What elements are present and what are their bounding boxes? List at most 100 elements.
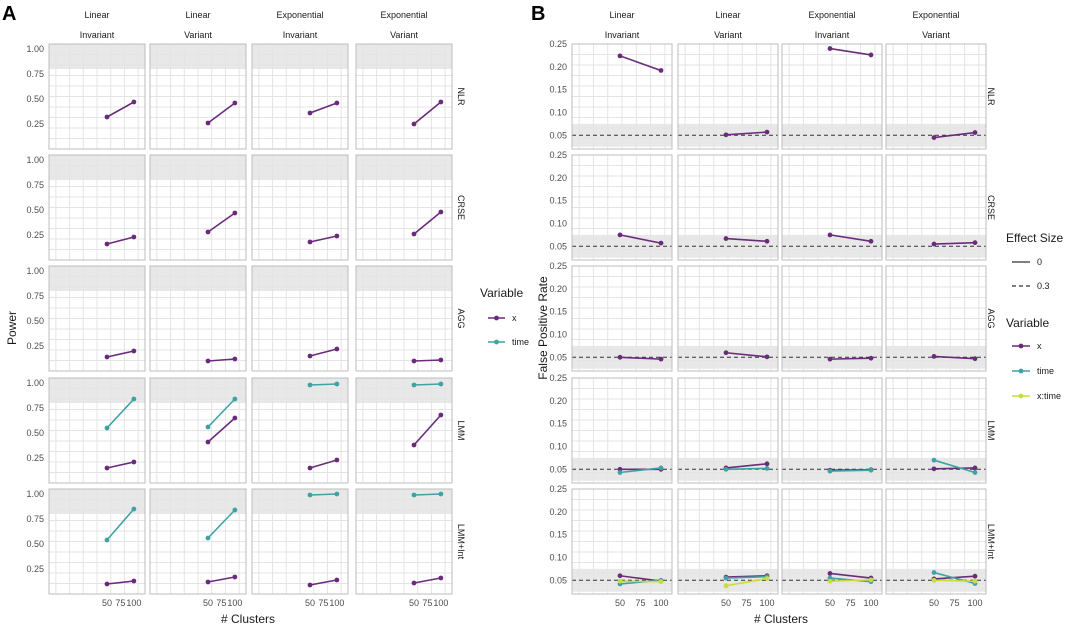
chart-a-series-line-time — [309, 493, 337, 496]
legend-a-title: Variable — [480, 286, 523, 300]
chart-a-point-x — [131, 99, 137, 105]
chart-a-point-x — [205, 358, 211, 364]
chart-b-panel-border — [885, 377, 987, 484]
chart-a-point-x — [334, 577, 340, 583]
chart-a-panel-border — [149, 43, 247, 150]
chart-b-panel — [571, 154, 673, 261]
chart-a-power: A Linear Invariant Linear Variant Exponential… — [2, 3, 466, 626]
chart-a-point-x — [205, 229, 211, 235]
chart-b-point-x — [972, 465, 978, 471]
chart-b-point-time — [972, 470, 978, 475]
chart-a-y-tick: 0.75 — [26, 69, 44, 79]
chart-a-y-tick: 0.25 — [26, 119, 44, 129]
chart-b-panel-border — [571, 377, 673, 484]
chart-b-y-tick: 0.10 — [549, 441, 567, 451]
chart-a-point-time — [438, 381, 444, 387]
chart-b-x-tick: 50 — [929, 598, 939, 608]
chart-a-panel-border — [355, 265, 453, 372]
chart-b-series-line-x — [933, 131, 976, 139]
chart-a-point-x — [411, 442, 417, 448]
chart-b-point-x — [617, 573, 623, 579]
chart-b-point-x — [827, 356, 833, 362]
chart-b-series-line-x — [829, 234, 872, 243]
chart-b-point-x — [827, 232, 833, 238]
chart-b-x-tick: 100 — [967, 598, 982, 608]
chart-b-point-x — [972, 356, 978, 362]
chart-b-point-x — [764, 129, 770, 135]
legend-b-variable-key-point — [1018, 368, 1024, 374]
chart-b-point-x-time — [931, 577, 937, 583]
chart-b-point-x — [972, 130, 978, 135]
chart-a-strip-top: Linear — [185, 10, 210, 20]
chart-a-panel — [355, 488, 453, 595]
chart-a-panel-border — [355, 43, 453, 150]
chart-b-y-tick: 0.10 — [549, 552, 567, 562]
chart-a-series-line-x — [413, 211, 442, 235]
chart-b-point-x-time — [617, 578, 623, 584]
chart-a-panel-border — [355, 488, 453, 595]
chart-a-point-x — [104, 465, 110, 471]
chart-b-series-line-time — [829, 469, 872, 472]
chart-b-point-x-time — [868, 577, 874, 583]
chart-a-series-line-x — [309, 235, 338, 243]
chart-b-y-tick: 0.05 — [549, 352, 567, 362]
chart-a-point-x — [411, 121, 417, 127]
chart-b-point-x-time — [723, 583, 729, 589]
chart-b-y-tick: 0.10 — [549, 107, 567, 117]
chart-b-y-tick: 0.15 — [549, 307, 567, 317]
chart-b-point-x — [868, 52, 874, 58]
chart-b-x-tick: 100 — [863, 598, 878, 608]
chart-a-point-x — [205, 439, 211, 445]
chart-a-panel — [251, 377, 349, 484]
chart-a-x-tick: 75 — [115, 598, 125, 608]
chart-a-series-line-time — [309, 383, 337, 386]
chart-a-panel-border — [251, 265, 349, 372]
chart-b-point-time — [868, 467, 874, 473]
chart-a-panel — [251, 154, 349, 261]
chart-a-point-x — [334, 100, 340, 106]
chart-a-row-strip: AGG — [456, 308, 466, 328]
chart-a-series-line-time — [207, 398, 236, 428]
chart-a-point-x — [104, 581, 110, 587]
chart-a-series-line-x — [413, 577, 442, 584]
chart-b-panel — [781, 43, 883, 150]
chart-a-point-x — [438, 575, 444, 581]
chart-b-panel-border — [885, 43, 987, 150]
chart-b-y-tick: 0.20 — [549, 507, 567, 517]
chart-b-series-line-x — [829, 47, 872, 56]
chart-a-y-tick: 0.25 — [26, 341, 44, 351]
chart-a-row-strip: CRSE — [456, 195, 466, 220]
chart-b-panel-border — [677, 265, 779, 372]
chart-a-panel — [355, 43, 453, 150]
chart-a-point-x — [438, 412, 444, 418]
chart-a-panel-border — [149, 377, 247, 484]
chart-a-strip-top: Linear — [84, 10, 109, 20]
chart-a-series-line-time — [413, 493, 441, 496]
chart-a-x-tick: 75 — [422, 598, 432, 608]
chart-a-panel-border — [149, 488, 247, 595]
chart-b-series-line-x-time — [933, 579, 976, 583]
chart-b-panel-border — [781, 43, 883, 150]
chart-a-x-tick: 50 — [409, 598, 419, 608]
chart-b-y-tick: 0.25 — [549, 261, 567, 271]
chart-b-panel — [885, 43, 987, 150]
chart-a-series-line-x — [413, 359, 441, 362]
chart-a-point-x — [205, 120, 211, 126]
chart-a-y-tick: 0.75 — [26, 291, 44, 301]
chart-a-strip-bottom: Variant — [184, 30, 212, 40]
chart-a-row-strip: LMM — [456, 421, 466, 441]
chart-a-point-time — [334, 381, 340, 387]
chart-a-series-line-x — [106, 236, 135, 245]
chart-a-point-x — [307, 465, 313, 471]
chart-b-point-x — [764, 461, 770, 467]
chart-a-point-x — [411, 358, 417, 364]
chart-b-series-line-x — [933, 241, 976, 245]
chart-a-panel — [251, 488, 349, 595]
chart-a-point-x — [307, 110, 313, 116]
chart-b-panel-border — [571, 265, 673, 372]
chart-b-point-x — [827, 571, 833, 576]
chart-b-series-line-x — [619, 55, 662, 72]
chart-b-row-strip: CRSE — [986, 195, 996, 220]
chart-a-panel-border — [355, 154, 453, 261]
chart-a-series-line-time — [106, 398, 135, 429]
